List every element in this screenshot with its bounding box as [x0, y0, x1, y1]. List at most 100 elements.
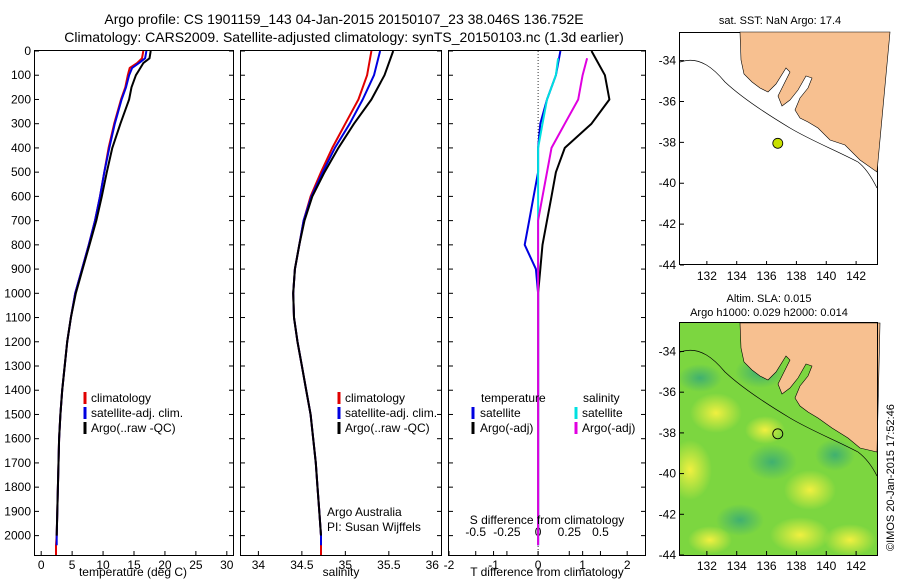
temperature-plot: 0 5 10 15 20 25 300100200300400500600700800900… [4, 44, 234, 572]
y-tick-label: 700 [11, 214, 31, 228]
x-tick-label: 10 [96, 558, 110, 572]
map-y-tick-label: -42 [659, 217, 677, 231]
sla-land [739, 322, 881, 453]
legend-argo: Argo(..raw -QC) [345, 421, 430, 435]
x-tick-label: 34.5 [290, 558, 314, 572]
sst-land [739, 31, 891, 173]
annotation-argo-australia: Argo Australia [327, 505, 402, 519]
y-tick-label: 1500 [4, 407, 31, 421]
sla-map-title1: Altim. SLA: 0.015 [727, 293, 812, 305]
temperature-panel [34, 50, 234, 556]
series-line-satellite [292, 50, 382, 546]
x-tick-label: 30 [220, 558, 234, 572]
salinity-legend: climatology satellite-adj. clim. Argo(..… [327, 391, 437, 534]
temperature-xlabel: temperature (deg C) [79, 565, 187, 579]
y-tick-label: 900 [11, 262, 31, 276]
sla-argo-marker [772, 428, 784, 440]
y-tick-label: 400 [11, 141, 31, 155]
legend-salinity-heading: salinity [583, 391, 620, 405]
map-y-tick-label: -40 [659, 176, 677, 190]
legend-s-satellite: satellite [582, 406, 623, 420]
map-x-tick-label: 136 [757, 269, 777, 283]
temperature-legend: climatology satellite-adj. clim. Argo(..… [83, 391, 183, 435]
x-tick-label: 0 [38, 558, 45, 572]
map-x-tick-label: 132 [697, 559, 717, 573]
map-x-tick-label: 132 [697, 269, 717, 283]
legend-climatology: climatology [345, 391, 405, 405]
y-tick-label: 1400 [4, 383, 31, 397]
sla-map-title2: Argo h1000: 0.029 h2000: 0.014 [690, 307, 848, 319]
top-x-tick-label: 0.25 [558, 525, 582, 539]
sla-map-axes: 132 134 136 138 140 142 -34 -36 -38 -40 -42 -44 [659, 344, 867, 573]
series-line-salinity-sal_argo [537, 58, 589, 546]
legend-s-argo: Argo(-adj) [582, 421, 635, 435]
top-x-tick-label: -0.5 [465, 525, 486, 539]
map-y-tick-label: -36 [659, 94, 677, 108]
map-x-tick-label: 134 [727, 559, 747, 573]
map-y-tick-label: -42 [659, 507, 677, 521]
difference-legend: temperature satellite Argo(-adj) salinit… [471, 391, 635, 435]
map-x-tick-label: 142 [846, 269, 866, 283]
series-line-climatology [292, 50, 373, 555]
map-x-tick-label: 136 [757, 559, 777, 573]
sst-map-title: sat. SST: NaN Argo: 17.4 [719, 15, 841, 27]
y-tick-label: 0 [24, 44, 31, 58]
x-tick-label: 5 [69, 558, 76, 572]
difference-plot: -2 -1 0 1 2-0.5 -0.25 0 0.25 0.5 [444, 50, 645, 572]
map-y-tick-label: -34 [659, 344, 677, 358]
series-line-satellite [55, 50, 148, 546]
y-tick-label: 600 [11, 189, 31, 203]
legend-climatology: climatology [91, 391, 151, 405]
y-tick-label: 1200 [4, 335, 31, 349]
y-tick-label: 1600 [4, 432, 31, 446]
legend-t-satellite: satellite [480, 406, 521, 420]
y-tick-label: 1100 [5, 311, 31, 325]
map-y-tick-label: -38 [659, 135, 677, 149]
series-line-argo [55, 50, 152, 536]
salinity-panel [240, 50, 442, 556]
y-tick-label: 1900 [4, 504, 31, 518]
sla-map: 132 134 136 138 140 142 -34 -36 -38 -40 -42 -44 [659, 322, 881, 573]
y-tick-label: 200 [11, 92, 31, 106]
legend-satellite-adj: satellite-adj. clim. [91, 406, 183, 420]
y-tick-label: 300 [11, 117, 31, 131]
salinity-plot: 34 34.5 35 35.5 36 [241, 50, 441, 572]
legend-satellite-adj: satellite-adj. clim. [345, 406, 437, 420]
series-line-climatology [55, 50, 145, 555]
map-x-tick-label: 134 [727, 269, 747, 283]
imos-credit: ©IMOS 20-Jan-2015 17:52:46 [885, 404, 897, 551]
x-tick-label: 0 [535, 558, 542, 572]
series-line-argo [292, 50, 395, 536]
x-tick-label: 34 [252, 558, 266, 572]
legend-argo: Argo(..raw -QC) [91, 421, 176, 435]
header-line2: Climatology: CARS2009. Satellite-adjuste… [64, 29, 624, 45]
difference-xlabel: T difference from climatology [470, 565, 624, 579]
header-line1: Argo profile: CS 1901159_143 04-Jan-2015… [104, 11, 583, 27]
series-line-salinity-sal_satellite [537, 58, 560, 546]
x-tick-label: 35.5 [377, 558, 401, 572]
sst-shelf-contour [679, 60, 878, 189]
x-tick-label: 20 [158, 558, 172, 572]
x-tick-label: 1 [579, 558, 586, 572]
salinity-xlabel: salinity [323, 565, 360, 579]
series-line-temperature-argo [537, 50, 611, 536]
legend-t-argo: Argo(-adj) [480, 421, 533, 435]
sst-map-axes: 132 134 136 138 140 142 -34 -36 -38 -40 -42 -44 [659, 54, 867, 283]
map-y-tick-label: -38 [659, 426, 677, 440]
y-tick-label: 1700 [4, 456, 31, 470]
map-y-tick-label: -44 [659, 548, 677, 562]
map-x-tick-label: 142 [846, 559, 866, 573]
y-tick-label: 100 [11, 68, 31, 82]
y-tick-label: 2000 [4, 529, 31, 543]
map-x-tick-label: 138 [786, 559, 806, 573]
map-y-tick-label: -36 [659, 385, 677, 399]
y-tick-label: 1800 [4, 480, 31, 494]
map-y-tick-label: -40 [659, 467, 677, 481]
map-x-tick-label: 140 [816, 559, 836, 573]
map-y-tick-label: -44 [659, 258, 677, 272]
top-x-tick-label: 0.5 [592, 525, 609, 539]
sst-map: 132 134 136 138 140 142 -34 -36 -38 -40 -42 -44 [659, 31, 891, 283]
x-tick-label: 15 [127, 558, 141, 572]
